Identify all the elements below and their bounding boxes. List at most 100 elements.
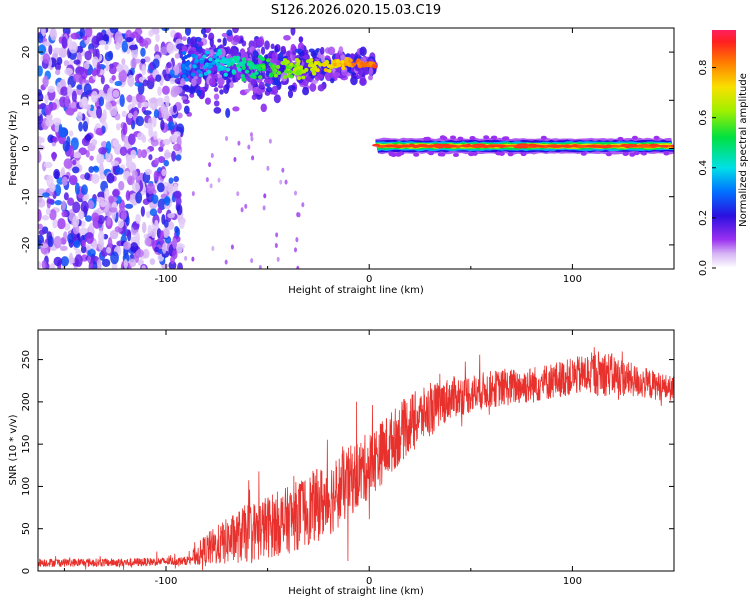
spectrogram-cell: [135, 249, 144, 258]
spectrogram-cell: [457, 136, 464, 141]
spectrogram-cell: [168, 177, 174, 184]
spectrogram-cell: [42, 53, 51, 64]
spectrogram-cell: [520, 152, 527, 157]
spectrogram-cell: [160, 46, 168, 56]
spectrogram-cell: [122, 122, 128, 136]
spectrogram-cell: [271, 52, 279, 60]
spectrogram-cell: [45, 207, 51, 216]
spectrogram-cell: [74, 254, 83, 267]
spectrogram-cell: [91, 240, 98, 251]
spectrogram-cell: [53, 256, 63, 267]
spectrogram-cell: [294, 48, 303, 53]
spectrogram-cell: [75, 249, 82, 257]
spectrogram-cell: [461, 144, 473, 148]
spectrogram-cell: [137, 148, 143, 159]
spectrogram-cell: [182, 99, 190, 105]
spectrogram-cell: [383, 144, 395, 148]
spectrogram-cell: [55, 69, 61, 76]
spectrogram-cell: [225, 82, 230, 91]
spectrogram-cell: [150, 138, 159, 147]
colorbar-gradient: [712, 30, 736, 268]
spectrogram-cell: [271, 64, 277, 69]
snr-y-label: SNR (10 * v/v): [8, 414, 19, 485]
spectrogram-cell: [84, 50, 92, 61]
spectrogram-cell: [351, 62, 357, 67]
spectrogram-cell: [123, 259, 128, 269]
spectrogram-cell: [359, 46, 367, 57]
spectrogram-cell: [84, 28, 93, 38]
spectrogram-cell: [182, 84, 190, 91]
spectrogram-cell: [151, 115, 157, 128]
spectrogram-cell: [270, 43, 275, 50]
spectrogram-y-label: Frequency (Hz): [8, 110, 19, 186]
spectrogram-cell: [143, 110, 152, 116]
spectrogram-cell: [38, 33, 44, 44]
spectrogram-cell: [141, 221, 147, 234]
spectrogram-cell: [184, 255, 188, 261]
spectrogram-cell: [95, 127, 103, 136]
spectrogram-cell: [114, 113, 121, 121]
x-tick-label: -100: [155, 274, 178, 285]
spectrogram-cell: [60, 167, 66, 177]
spectrogram-cell: [42, 192, 50, 198]
spectrogram-cell: [60, 86, 69, 96]
spectrogram-cell: [91, 138, 98, 146]
chart-title: S126.2026.020.15.03.C19: [271, 3, 441, 18]
spectrogram-cell: [241, 66, 246, 71]
spectrogram-cell: [282, 75, 288, 80]
x-tick-label: 0: [366, 576, 372, 587]
spectrogram-cell: [59, 245, 68, 252]
spectrogram-cell: [428, 151, 435, 156]
spectrogram-cell: [240, 207, 244, 213]
spectrogram-cell: [105, 140, 112, 154]
spectrogram-cell: [41, 215, 50, 221]
spectrogram-cell: [135, 175, 140, 185]
spectrogram-cell: [162, 69, 167, 78]
spectrogram-cell: [144, 237, 152, 246]
spectrogram-cell: [293, 247, 297, 253]
spectrogram-cell: [273, 73, 278, 78]
spectrogram-cell: [96, 105, 103, 119]
spectrogram-cell: [90, 90, 99, 103]
spectrogram-cell: [135, 115, 145, 127]
spectrogram-cell: [64, 67, 74, 76]
spectrogram-cell: [44, 94, 49, 105]
spectrogram-cell: [127, 74, 135, 87]
y-tick-label: -20: [21, 237, 32, 253]
spectrogram-cell: [265, 86, 273, 93]
spectrogram-cell: [89, 155, 94, 161]
spectrogram-cell: [311, 79, 318, 85]
spectrogram-cell: [226, 62, 231, 67]
spectrogram-cell: [341, 66, 346, 71]
spectrogram-cell: [229, 61, 235, 66]
spectrogram-cell: [105, 64, 110, 72]
spectrogram-cell: [605, 152, 612, 157]
spectrogram-cell: [208, 57, 213, 62]
spectrogram-cell: [63, 59, 70, 67]
spectrogram-cell: [275, 232, 279, 238]
spectrogram-cell: [317, 84, 325, 92]
spectrogram-cell: [359, 77, 367, 86]
colorbar-tick-label: 0.6: [698, 110, 709, 126]
spectrogram-cell: [213, 87, 219, 93]
spectrogram-cell: [198, 73, 203, 78]
spectrogram-cell: [184, 28, 191, 36]
spectrogram-cell: [213, 93, 220, 100]
colorbar-tick-label: 0.4: [698, 160, 709, 176]
spectrogram-cell: [162, 242, 167, 254]
spectrogram-cell: [163, 227, 170, 238]
spectrogram-cell: [161, 111, 170, 120]
spectrogram-cell: [46, 198, 55, 204]
spectrogram-cell: [580, 151, 587, 156]
spectrogram-cell: [92, 261, 98, 269]
spectrogram-cell: [87, 200, 95, 209]
spectrogram-cell: [73, 59, 81, 65]
spectrogram-cell: [274, 45, 279, 54]
spectrogram-cell: [244, 88, 250, 93]
colorbar-tick-label: 0.8: [698, 60, 709, 76]
spectrogram-cell: [154, 157, 160, 165]
spectrogram-cell: [617, 136, 624, 141]
spectrogram-cell: [471, 143, 484, 147]
spectrogram-cell: [167, 121, 175, 131]
spectrogram-cell: [54, 121, 60, 133]
